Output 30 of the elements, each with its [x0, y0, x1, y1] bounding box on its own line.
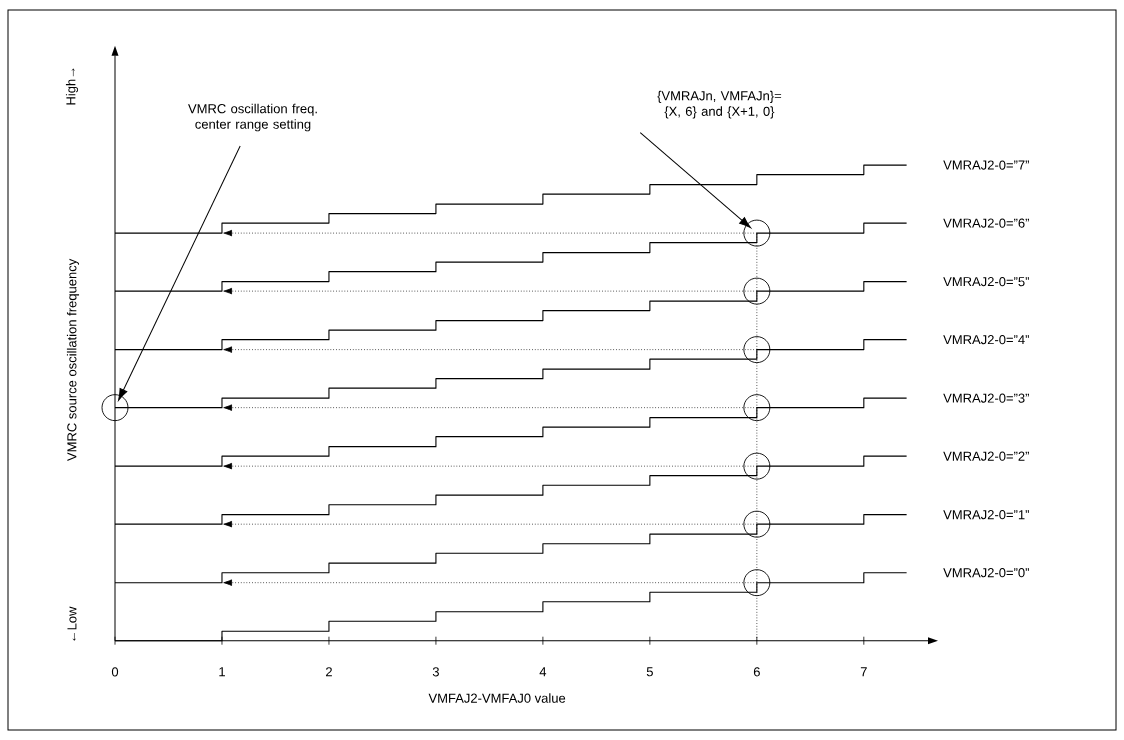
text: VMRAJ2-0=”1”	[943, 510, 1029, 520]
text: VMRAJ2-0=”3”	[943, 393, 1029, 403]
point	[743, 569, 771, 597]
point	[743, 277, 771, 305]
point	[743, 510, 771, 538]
y-axis-title: VMRC source oscillation frequency	[66, 258, 80, 461]
point	[743, 452, 771, 480]
point	[101, 394, 129, 422]
x-axis-title: VMFAJ2-VMFAJ0 value	[428, 693, 566, 703]
x-tick-label: 1	[219, 667, 225, 677]
text: VMRAJ2-0=”0”	[943, 568, 1029, 578]
x-tick-label: 7	[860, 667, 867, 677]
text: VMRAJ2-0=”6”	[943, 218, 1029, 228]
text: VMRAJ2-0=”4”	[943, 335, 1029, 345]
text: VMRAJ2-0=”2”	[943, 451, 1029, 461]
x-tick-label: 0	[111, 667, 119, 677]
text: {VMRAJn, VMFAJn}= {X, 6} and {X+1, 0}	[657, 90, 782, 119]
text: VMRAJ2-0=”5”	[943, 277, 1029, 287]
point	[743, 219, 771, 247]
point	[743, 394, 771, 422]
text: VMRC oscillation freq. center range setting	[188, 103, 317, 132]
x-tick-label: 5	[646, 667, 653, 677]
text: High→	[65, 68, 79, 105]
text: ←Low	[67, 606, 77, 641]
text: VMRAJ2-0=”7”	[943, 160, 1029, 170]
x-tick-label: 3	[432, 667, 439, 677]
x-tick-label: 4	[539, 667, 547, 677]
point	[743, 336, 771, 364]
x-tick-label: 2	[325, 667, 332, 677]
x-tick-label: 6	[753, 667, 760, 677]
